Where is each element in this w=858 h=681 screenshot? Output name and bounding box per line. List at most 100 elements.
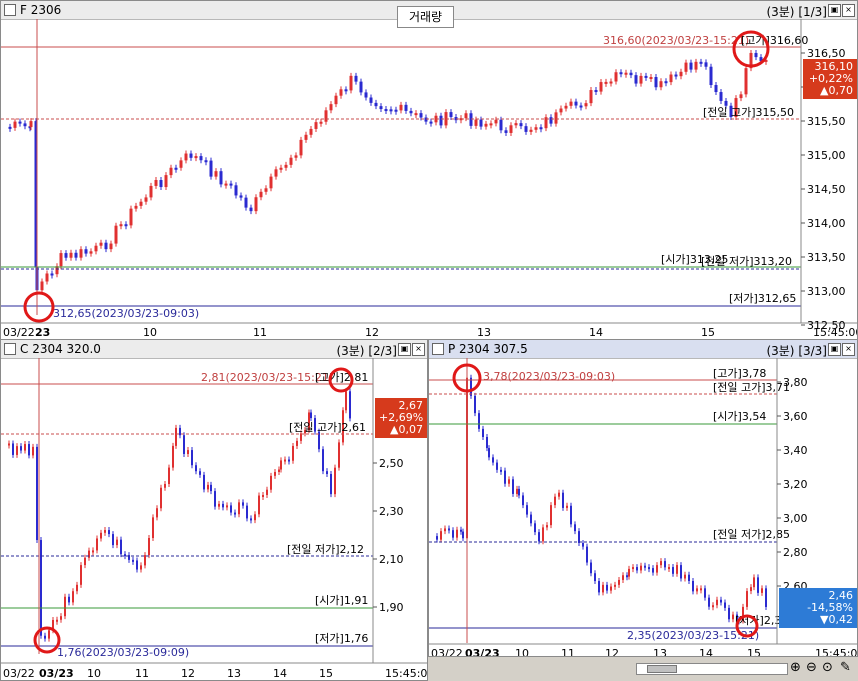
candle-body (634, 75, 638, 84)
candle-body (289, 157, 293, 165)
period-label[interactable]: (3분) (766, 344, 795, 358)
y-tick-label: 313,50 (807, 251, 846, 264)
low-tag: [저가]1,76 (315, 632, 368, 645)
candle-body (384, 109, 388, 112)
window-restore-icon[interactable]: ▣ (828, 343, 841, 356)
x-tick-label: 11 (253, 326, 267, 339)
candle-body (554, 112, 558, 124)
candle-body (214, 171, 218, 177)
period-label[interactable]: (3분) (766, 5, 795, 19)
candle-body (339, 89, 343, 96)
futures-price-chart[interactable]: 316,60(2023/03/23-15:21) [고가]316,60 [전일 … (1, 19, 858, 340)
candle-body (304, 430, 306, 434)
panel-select-checkbox[interactable] (4, 343, 16, 355)
candle-body (660, 561, 662, 566)
zoom-in-icon[interactable]: ⊕ (790, 660, 801, 675)
candle-body (538, 532, 540, 542)
candle-body (278, 469, 280, 472)
candle-body (344, 89, 348, 92)
candle-body (429, 121, 433, 124)
candle-body (280, 460, 282, 470)
window-restore-icon[interactable]: ▣ (398, 343, 411, 356)
candle-body (96, 538, 98, 551)
candle-body (254, 197, 258, 212)
candle-body (652, 568, 654, 573)
candle-body (462, 531, 464, 539)
current-price-box: 2,46 -14,58% ▼0,42 (779, 588, 857, 628)
candle-body (318, 431, 320, 450)
candle-body (45, 273, 49, 282)
panel-select-checkbox[interactable] (4, 4, 16, 16)
x-tick-label: 03/23 (39, 667, 74, 680)
low-tag: [저가]312,65 (729, 292, 796, 305)
scroll-track[interactable] (636, 663, 788, 675)
candle-body (156, 508, 158, 518)
zoom-reset-icon[interactable]: ⊙ (822, 660, 833, 675)
candle-body (669, 74, 673, 83)
volume-button[interactable]: 거래량 (397, 6, 454, 28)
x-tick-label: 15:45:00 (813, 326, 858, 339)
open-tag: [시가]3,54 (713, 410, 766, 423)
window-restore-icon[interactable]: ▣ (828, 4, 841, 17)
change-percent: +2,69% (379, 411, 424, 424)
panel-select-checkbox[interactable] (432, 343, 444, 355)
x-tick-label: 23 (35, 326, 50, 339)
page-indicator: [1/3] (798, 5, 827, 19)
window-close-icon[interactable]: × (842, 4, 855, 17)
candle-body (549, 117, 553, 124)
x-tick-label: 12 (605, 647, 619, 657)
candle-body (602, 584, 604, 593)
candle-body (195, 465, 197, 472)
candle-body (239, 195, 243, 198)
period-label[interactable]: (3분) (336, 344, 365, 358)
candle-body (424, 117, 428, 122)
candle-body (724, 100, 728, 106)
x-tick-label: 12 (365, 326, 379, 339)
candle-body (334, 467, 336, 495)
candle-body (29, 121, 33, 128)
candle-body (214, 491, 216, 507)
candle-body (284, 459, 286, 462)
candle-body (234, 512, 236, 515)
candle-body (720, 599, 722, 603)
candle-body (464, 113, 468, 119)
candle-body (649, 77, 653, 80)
candle-body (584, 103, 588, 107)
prev-low-tag: [전일 저가]2,85 (713, 527, 790, 541)
candle-body (539, 127, 543, 130)
settings-icon[interactable]: ✎ (840, 660, 851, 675)
x-tick-label: 10 (87, 667, 101, 680)
x-tick-label: 03/22 (3, 326, 35, 339)
candle-body (259, 191, 263, 198)
candle-body (765, 588, 767, 607)
candle-body (69, 252, 73, 258)
low-price-label: 312,65(2023/03/23-09:03) (53, 307, 199, 320)
candle-body (708, 597, 710, 607)
scroll-thumb[interactable] (647, 665, 677, 673)
candle-body (554, 496, 556, 506)
zoom-out-icon[interactable]: ⊖ (806, 660, 817, 675)
candle-body (109, 243, 113, 250)
candle-body (329, 104, 333, 111)
window-close-icon[interactable]: × (842, 343, 855, 356)
candle-body (104, 530, 106, 533)
candle-body (8, 443, 10, 446)
window-close-icon[interactable]: × (412, 343, 425, 356)
y-tick-label: 3,80 (783, 376, 808, 389)
put-price-chart[interactable]: 3,78(2023/03/23-09:03) [고가]3,78 [전일 고가]3… (429, 358, 858, 657)
candle-body (578, 531, 580, 543)
candle-body (92, 550, 94, 553)
candle-body (74, 252, 78, 258)
candle-body (187, 450, 189, 454)
candle-body (704, 62, 708, 67)
x-tick-label: 13 (227, 667, 241, 680)
candle-body (207, 484, 209, 490)
candle-body (559, 108, 563, 113)
candle-body (508, 479, 510, 484)
candle-body (448, 528, 450, 531)
candle-body (757, 577, 759, 593)
candle-body (129, 208, 133, 226)
candle-body (359, 81, 363, 93)
call-price-chart[interactable]: 2,81(2023/03/23-15:21) [고가]2,81 [전일 고가]2… (1, 358, 428, 681)
y-tick-label: 1,90 (379, 601, 404, 614)
